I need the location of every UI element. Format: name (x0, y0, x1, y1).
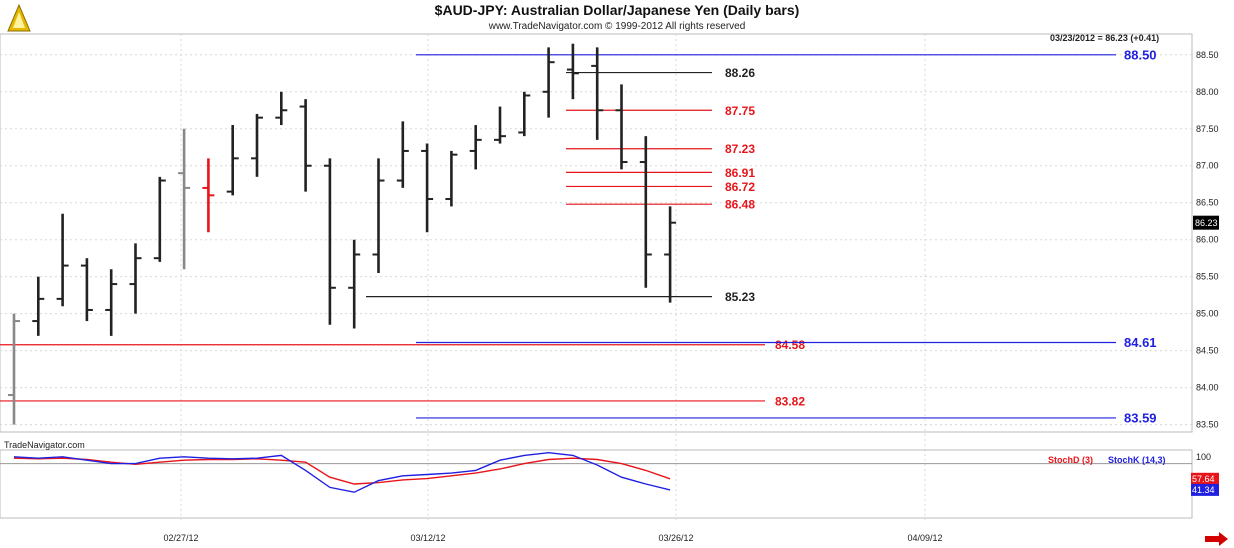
last-quote-readout: 03/23/2012 = 86.23 (+0.41) (1050, 33, 1160, 43)
level-label-83.59: 83.59 (1124, 410, 1157, 425)
date-axis-tick-label: 02/27/12 (163, 533, 198, 543)
price-axis-tick-label: 83.50 (1196, 420, 1219, 430)
price-pane-frame (0, 33, 1193, 433)
price-axis-tick-label: 88.50 (1196, 50, 1219, 60)
stochastic-value-box (1191, 483, 1219, 496)
level-label-88.50: 88.50 (1124, 47, 1157, 62)
stochastic-value-box (1191, 472, 1219, 485)
price-axis-tick-label: 88.00 (1196, 87, 1219, 97)
stochastic-axis-tick-label: 100 (1196, 452, 1211, 462)
stochastic-line-stochd (13, 457, 671, 485)
level-label-87.23: 87.23 (725, 142, 755, 156)
stochastic-value-label: 41.34 (1192, 485, 1215, 495)
stochastic-value-label: 57.64 (1192, 474, 1215, 484)
legend-stochk: StochK (14,3) (1108, 455, 1166, 465)
chart-title: $AUD-JPY: Australian Dollar/Japanese Yen… (434, 2, 800, 18)
price-axis-tick-label: 84.50 (1196, 346, 1219, 356)
date-axis-tick-label: 03/12/12 (410, 533, 445, 543)
tradenavigator-logo-icon (7, 3, 31, 32)
stochastic-line-stochk (13, 451, 671, 493)
level-label-83.82: 83.82 (775, 394, 805, 408)
level-label-84.58: 84.58 (775, 338, 805, 352)
price-axis-tick-label: 86.50 (1196, 198, 1219, 208)
level-label-84.61: 84.61 (1124, 335, 1157, 350)
level-label-86.72: 86.72 (725, 180, 755, 194)
date-axis-tick-label: 04/09/12 (907, 533, 942, 543)
watermark-text: TradeNavigator.com (4, 440, 85, 450)
last-price-label: 86.23 (1195, 218, 1218, 228)
last-price-box (1193, 215, 1219, 230)
level-label-88.26: 88.26 (725, 66, 755, 80)
price-axis-tick-label: 85.50 (1196, 272, 1219, 282)
price-axis-tick-label: 86.00 (1196, 235, 1219, 245)
price-axis-tick-label: 85.00 (1196, 309, 1219, 319)
level-label-86.91: 86.91 (725, 166, 755, 180)
date-axis-tick-label: 03/26/12 (658, 533, 693, 543)
level-label-86.48: 86.48 (725, 198, 755, 212)
chart-copyright: www.TradeNavigator.com © 1999-2012 All r… (488, 21, 746, 32)
level-label-85.23: 85.23 (725, 290, 755, 304)
price-axis-tick-label: 87.00 (1196, 161, 1219, 171)
legend-stochd: StochD (3) (1048, 455, 1093, 465)
level-label-87.75: 87.75 (725, 104, 755, 118)
price-axis-tick-label: 84.00 (1196, 383, 1219, 393)
price-axis-tick-label: 87.50 (1196, 124, 1219, 134)
scroll-right-arrow-icon[interactable] (1203, 532, 1229, 546)
